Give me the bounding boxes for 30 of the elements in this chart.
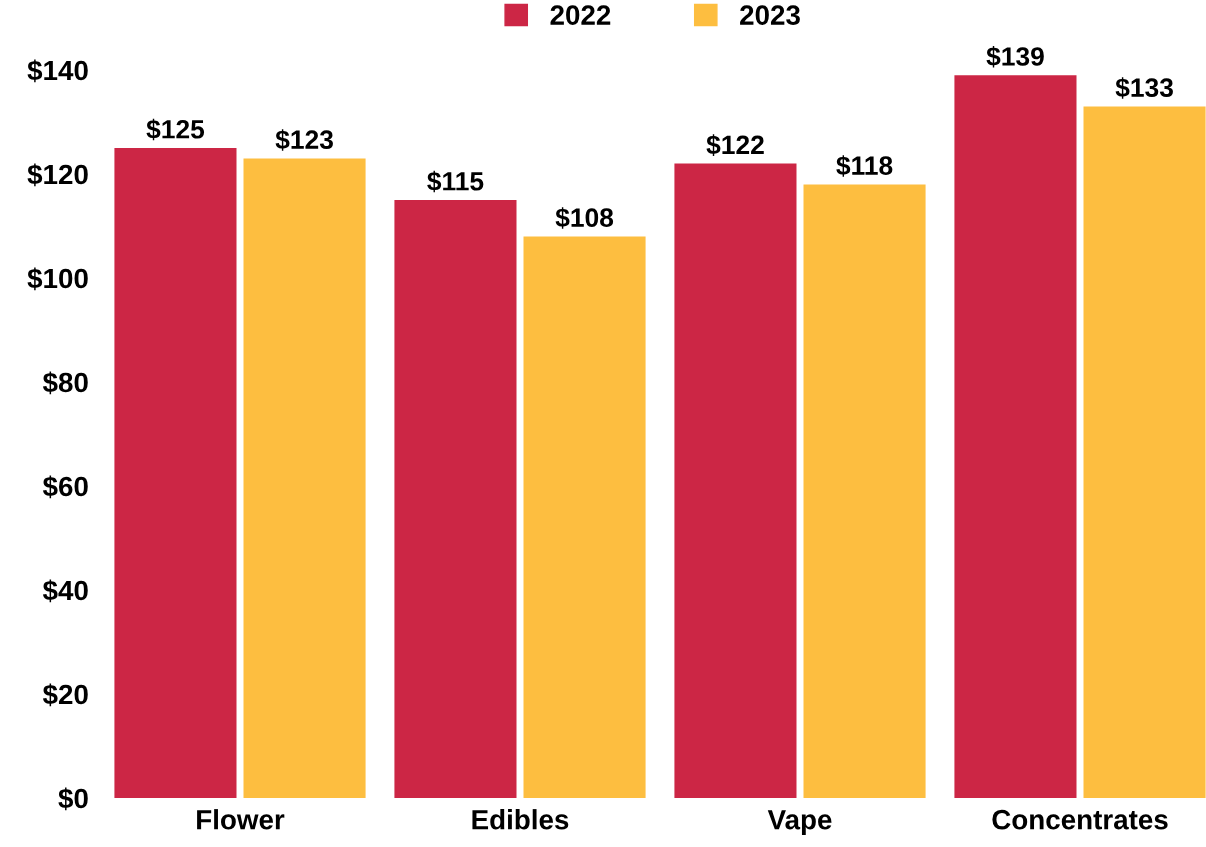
- data-label: $133: [1115, 77, 1173, 99]
- legend-label: 2023: [740, 5, 800, 25]
- bar: [114, 148, 237, 798]
- y-tick-label: $140: [27, 59, 88, 83]
- data-label: $108: [555, 207, 614, 229]
- x-tick-label: Flower: [197, 809, 285, 830]
- bar: [394, 200, 517, 798]
- data-label: $118: [836, 155, 893, 177]
- x-tick-label: Edibles: [472, 809, 569, 830]
- y-tick-label: $120: [27, 163, 88, 187]
- bar: [1083, 106, 1206, 798]
- data-label: $139: [986, 45, 1044, 68]
- data-label: $123: [275, 129, 333, 151]
- bar: [674, 163, 797, 798]
- legend-label: 2022: [550, 5, 611, 25]
- y-tick-label: $80: [42, 371, 88, 395]
- data-label: $125: [146, 118, 205, 141]
- bar: [954, 75, 1077, 798]
- y-tick-label: $20: [42, 683, 88, 707]
- bar: [523, 236, 646, 798]
- bar: [243, 158, 366, 798]
- y-tick-label: $0: [58, 787, 88, 811]
- bar: [803, 184, 926, 798]
- data-label: $115: [427, 170, 484, 193]
- data-label: $122: [706, 134, 764, 156]
- y-tick-label: $60: [42, 475, 88, 499]
- y-tick-label: $40: [42, 579, 88, 603]
- x-tick-label: Concentrates: [992, 809, 1168, 830]
- x-tick-label: Vape: [767, 810, 832, 836]
- y-tick-label: $100: [27, 267, 88, 291]
